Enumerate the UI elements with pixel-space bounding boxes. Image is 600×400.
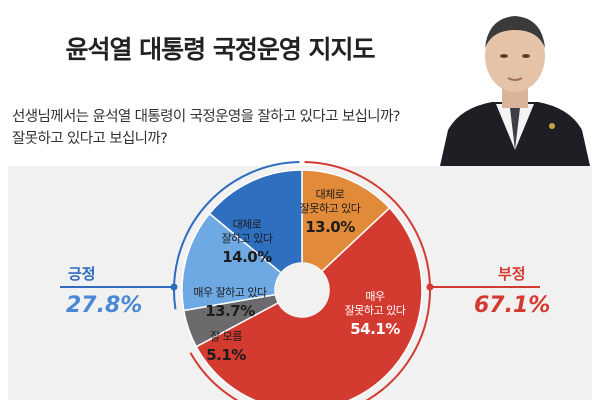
negative-label: 부정 (498, 265, 526, 283)
president-portrait (430, 0, 600, 166)
negative-total: 67.1% (474, 293, 551, 318)
positive-label: 긍정 (68, 265, 96, 283)
positive-connector-dot (170, 283, 178, 291)
donut-slices (181, 169, 423, 400)
survey-question: 선생님께서는 윤석열 대통령이 국정운영을 잘하고 있다고 보십니까? 잘못하고… (12, 106, 442, 150)
positive-group-arc (173, 161, 300, 310)
group-connectors (60, 161, 540, 400)
slice-label-very-negative: 매우 잘못하고 있다 54.1% (344, 290, 406, 338)
chart-title: 윤석열 대통령 국정운영 지지도 (65, 35, 375, 64)
positive-total: 27.8% (66, 293, 143, 318)
slice-label-dont-know: 잘 모름 5.1% (206, 330, 246, 364)
donut-hole (275, 263, 329, 317)
question-line-1: 선생님께서는 윤석열 대통령이 국정운영을 잘하고 있다고 보십니까? (12, 109, 400, 125)
slice-label-somewhat-positive: 대체로 잘하고 있다 14.0% (221, 218, 273, 266)
negative-connector-dot (426, 283, 434, 291)
slice-label-very-positive: 매우 잘하고 있다 13.7% (193, 286, 267, 320)
negative-group-arc (189, 161, 431, 400)
slice-label-somewhat-negative: 대체로 잘못하고 있다 13.0% (299, 188, 361, 236)
question-line-2: 잘못하고 있다고 보십니까? (12, 131, 168, 147)
